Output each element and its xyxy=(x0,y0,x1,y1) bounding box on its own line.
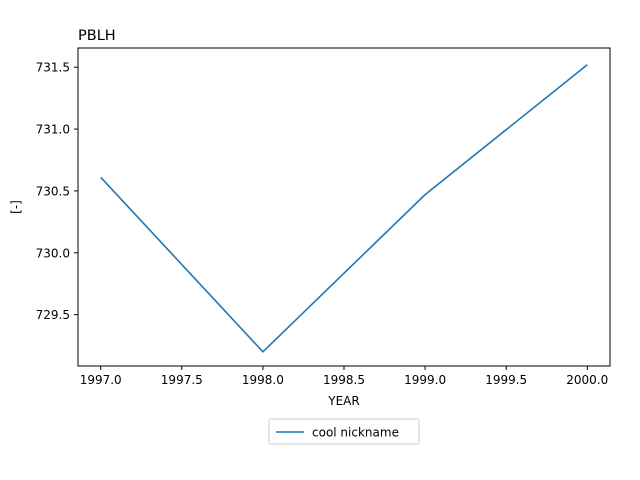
x-tick-label: 2000.0 xyxy=(566,373,608,387)
y-axis-label: [-] xyxy=(9,200,23,214)
x-tick-label: 1999.5 xyxy=(485,373,527,387)
x-tick-label: 1997.0 xyxy=(80,373,122,387)
x-axis-label: YEAR xyxy=(327,394,359,408)
x-tick-label: 1999.0 xyxy=(404,373,446,387)
series-layer xyxy=(100,64,588,353)
series-line xyxy=(100,64,588,353)
y-tick-label: 729.5 xyxy=(36,308,70,322)
legend-box xyxy=(268,418,420,445)
x-tick-label: 1997.5 xyxy=(161,373,203,387)
x-tick-label: 1998.5 xyxy=(323,373,365,387)
y-tick-label: 730.0 xyxy=(36,246,70,260)
legend-label: cool nickname xyxy=(312,426,399,440)
y-tick-label: 731.0 xyxy=(36,123,70,137)
x-tick-label: 1998.0 xyxy=(242,373,284,387)
x-axis-ticks: 1997.0 1997.5 1998.0 1998.5 1999.0 1999.5 2000… xyxy=(80,366,608,387)
y-tick-label: 730.5 xyxy=(36,184,70,198)
legend: cool nickname xyxy=(268,418,420,445)
y-tick-label: 731.5 xyxy=(36,61,70,75)
plot-frame xyxy=(77,47,611,367)
y-axis-ticks: 729.5 730.0 730.5 731.0 731.5 xyxy=(36,61,78,322)
chart-title: PBLH xyxy=(78,28,116,44)
